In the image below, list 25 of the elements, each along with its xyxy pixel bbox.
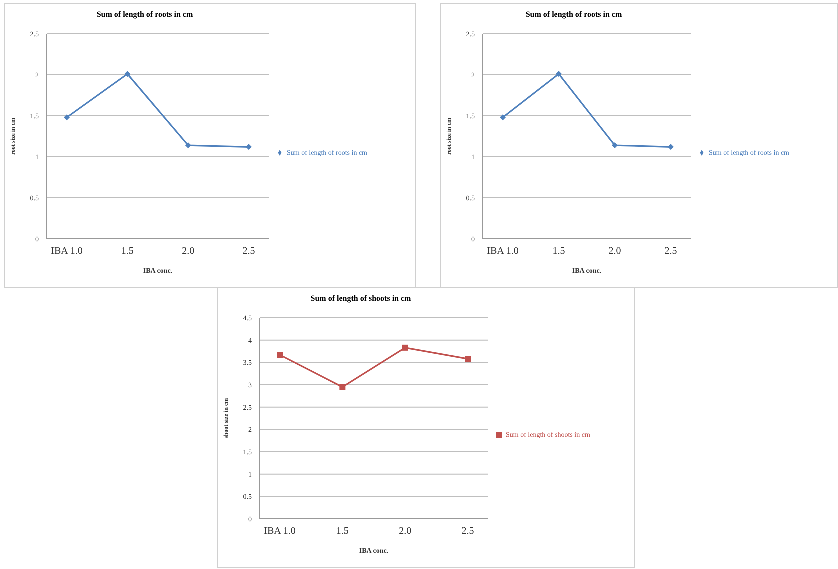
x-tick-label: 2.0 — [608, 246, 622, 258]
point — [277, 352, 283, 358]
x-tick-label: IBA 1.0 — [264, 526, 296, 538]
point — [246, 144, 252, 150]
chart-title: Sum of length of roots in cm — [524, 10, 624, 19]
x-tick-label: IBA 1.0 — [487, 246, 519, 258]
x-tick-label: 1.5 — [336, 526, 349, 538]
x-tick-label: 2.0 — [399, 526, 412, 538]
chart-title: Sum of length of roots in cm — [96, 10, 194, 19]
point — [402, 344, 408, 351]
point — [185, 142, 192, 149]
x-tick-label: 1.5 — [552, 246, 566, 258]
x-tick-label: 2.5 — [664, 246, 678, 258]
point — [668, 144, 674, 150]
point — [612, 142, 618, 149]
point — [465, 356, 471, 362]
point — [124, 71, 131, 78]
x-tick-label: IBA 1.0 — [51, 246, 83, 258]
point — [556, 71, 562, 78]
point — [64, 114, 70, 121]
x-tick-label: 2.0 — [182, 246, 195, 258]
x-tick-label: 1.5 — [121, 246, 134, 258]
point — [500, 114, 506, 121]
point — [340, 384, 346, 390]
chart-title: Sum of length of shoots in cm — [310, 294, 412, 303]
